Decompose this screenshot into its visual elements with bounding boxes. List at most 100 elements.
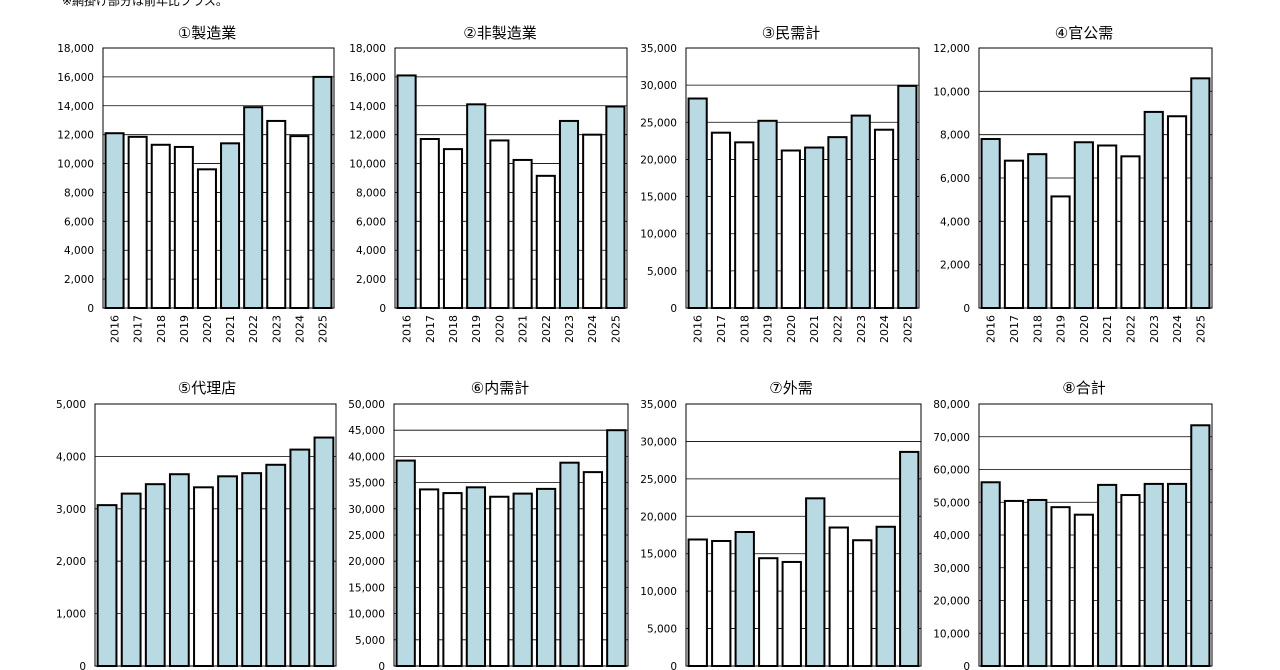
y-tick-label: 2,000 xyxy=(64,274,94,286)
y-tick-label: 3,000 xyxy=(56,504,86,516)
chart-title: ⑥内需計 xyxy=(471,379,529,397)
x-tick-label: 2022 xyxy=(247,315,260,343)
y-tick-label: 4,000 xyxy=(56,451,86,463)
y-tick-label: 14,000 xyxy=(57,101,94,113)
bar-2023 xyxy=(559,461,580,667)
bar-2024 xyxy=(875,525,896,667)
y-tick-label: 35,000 xyxy=(348,478,385,490)
y-tick-label: 10,000 xyxy=(348,609,385,621)
y-tick-label: 0 xyxy=(963,661,970,670)
x-tick-label: 2025 xyxy=(316,315,329,343)
bar-2020 xyxy=(780,149,801,309)
chart-6: ⑥内需計 0 5,000 10,000 15,000 20,000 25,000 30,000… xyxy=(348,379,629,670)
plot-frame xyxy=(978,403,1213,667)
bar-2018 xyxy=(150,143,171,309)
bar-2017 xyxy=(419,138,440,309)
x-tick-label: 2025 xyxy=(1194,315,1207,343)
chart-title: ③民需計 xyxy=(762,24,820,42)
x-tick-label: 2017 xyxy=(132,315,145,343)
bar-2017 xyxy=(127,135,148,309)
bar-2024 xyxy=(582,471,604,667)
x-tick-label: 2023 xyxy=(563,315,576,343)
bar-2016 xyxy=(687,97,708,309)
x-tick-label: 2019 xyxy=(1055,315,1068,343)
x-tick-label: 2018 xyxy=(447,315,460,343)
y-tick-label: 80,000 xyxy=(933,399,970,411)
y-tick-label: 40,000 xyxy=(933,530,970,542)
y-tick-label: 10,000 xyxy=(349,159,386,171)
bar-2017 xyxy=(1003,159,1025,309)
bar-2018 xyxy=(1027,153,1048,309)
bar-2019 xyxy=(168,473,190,667)
bar-2016 xyxy=(980,481,1001,667)
y-tick-label: 0 xyxy=(379,303,386,315)
bar-2020 xyxy=(489,139,510,309)
y-tick-label: 15,000 xyxy=(640,549,677,561)
x-tick-label: 2017 xyxy=(1008,315,1021,343)
bar-2020 xyxy=(193,486,214,668)
x-tick-label: 2023 xyxy=(270,315,283,343)
bar-2019 xyxy=(1050,195,1071,310)
bar-2021 xyxy=(512,158,533,309)
x-tick-label: 2021 xyxy=(224,315,237,343)
plot-frame xyxy=(94,403,337,667)
x-tick-label: 2022 xyxy=(1124,315,1137,343)
bar-2021 xyxy=(1097,144,1118,309)
y-tick-label: 10,000 xyxy=(933,86,970,98)
y-tick-label: 70,000 xyxy=(933,432,970,444)
bar-2017 xyxy=(711,539,732,668)
x-tick-label: 2024 xyxy=(586,315,599,343)
y-tick-label: 16,000 xyxy=(349,72,386,84)
y-tick-label: 4,000 xyxy=(64,245,94,257)
y-tick-label: 40,000 xyxy=(348,451,385,463)
chart-title: ②非製造業 xyxy=(463,24,536,42)
bar-2022 xyxy=(241,472,263,667)
y-tick-label: 10,000 xyxy=(640,229,677,241)
x-tick-label: 2020 xyxy=(493,315,506,343)
y-tick-label: 12,000 xyxy=(933,43,970,55)
bar-2023 xyxy=(265,463,287,667)
y-tick-label: 20,000 xyxy=(348,556,385,568)
y-tick-label: 12,000 xyxy=(349,130,386,142)
chart-1: ①製造業 0 2,000 4,000 6,000 8,000 10,000 12,000 14,… xyxy=(57,24,335,343)
x-tick-label: 2017 xyxy=(715,315,728,343)
x-tick-label: 2019 xyxy=(178,315,191,343)
bar-2025 xyxy=(1190,424,1211,667)
bar-2020 xyxy=(781,560,802,667)
bar-2019 xyxy=(466,103,487,310)
y-tick-label: 10,000 xyxy=(57,159,94,171)
bar-2018 xyxy=(734,531,755,668)
y-tick-label: 5,000 xyxy=(355,635,385,647)
bar-2021 xyxy=(805,497,826,667)
bar-2019 xyxy=(173,145,194,309)
y-tick-label: 0 xyxy=(670,303,677,315)
bar-2021 xyxy=(217,475,238,668)
y-tick-label: 50,000 xyxy=(348,399,385,411)
plot-frame xyxy=(102,47,335,309)
y-tick-label: 8,000 xyxy=(356,187,386,199)
x-tick-label: 2024 xyxy=(878,315,891,343)
x-tick-label: 2018 xyxy=(155,315,168,343)
x-tick-label: 2016 xyxy=(692,315,705,343)
y-tick-label: 8,000 xyxy=(64,187,94,199)
y-tick-label: 60,000 xyxy=(933,465,970,477)
y-tick-label: 6,000 xyxy=(356,216,386,228)
bar-2018 xyxy=(734,141,755,309)
chart-5: ⑤代理店 0 1,000 2,000 3,000 4,000 5,000 xyxy=(56,379,337,670)
bar-2017 xyxy=(120,492,142,667)
bar-2021 xyxy=(512,492,533,667)
y-tick-label: 0 xyxy=(79,661,86,670)
x-tick-label: 2018 xyxy=(1031,315,1044,343)
bar-2024 xyxy=(582,133,603,309)
y-tick-label: 8,000 xyxy=(940,130,970,142)
y-tick-label: 5,000 xyxy=(647,266,677,278)
y-tick-label: 45,000 xyxy=(348,425,385,437)
bar-2019 xyxy=(758,557,779,667)
y-tick-label: 0 xyxy=(963,303,970,315)
bar-2022 xyxy=(535,487,557,667)
y-tick-label: 20,000 xyxy=(933,596,970,608)
bar-2025 xyxy=(899,450,920,667)
bar-2023 xyxy=(852,539,873,667)
y-tick-label: 12,000 xyxy=(57,130,94,142)
y-tick-label: 14,000 xyxy=(349,101,386,113)
